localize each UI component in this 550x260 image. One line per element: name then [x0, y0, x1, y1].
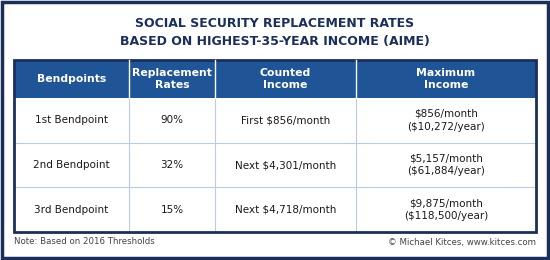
Text: Replacement
Rates: Replacement Rates	[132, 68, 212, 90]
Text: Note: Based on 2016 Thresholds: Note: Based on 2016 Thresholds	[14, 237, 155, 246]
Text: © Michael Kitces, www.kitces.com: © Michael Kitces, www.kitces.com	[388, 237, 536, 246]
Bar	[14, 187, 536, 232]
Text: SOCIAL SECURITY REPLACEMENT RATES
BASED ON HIGHEST-35-YEAR INCOME (AIME): SOCIAL SECURITY REPLACEMENT RATES BASED …	[120, 17, 430, 48]
Text: Maximum
Income: Maximum Income	[416, 68, 476, 90]
Text: Next $4,718/month: Next $4,718/month	[235, 205, 336, 215]
Bar	[14, 143, 536, 187]
Bar	[14, 60, 536, 98]
Text: 3rd Bendpoint: 3rd Bendpoint	[34, 205, 108, 215]
Text: 2nd Bendpoint: 2nd Bendpoint	[33, 160, 110, 170]
Text: 15%: 15%	[161, 205, 184, 215]
Bar	[14, 98, 536, 143]
Text: $9,875/month
($118,500/year): $9,875/month ($118,500/year)	[404, 198, 488, 221]
Text: 90%: 90%	[161, 115, 183, 125]
Text: $856/month
($10,272/year): $856/month ($10,272/year)	[407, 109, 485, 132]
Text: 32%: 32%	[161, 160, 184, 170]
Text: First $856/month: First $856/month	[241, 115, 330, 125]
Text: Next $4,301/month: Next $4,301/month	[235, 160, 336, 170]
Bar	[14, 60, 536, 232]
Text: Counted
Income: Counted Income	[260, 68, 311, 90]
Text: $5,157/month
($61,884/year): $5,157/month ($61,884/year)	[407, 154, 485, 176]
Text: Bendpoints: Bendpoints	[37, 74, 106, 84]
Text: 1st Bendpoint: 1st Bendpoint	[35, 115, 108, 125]
